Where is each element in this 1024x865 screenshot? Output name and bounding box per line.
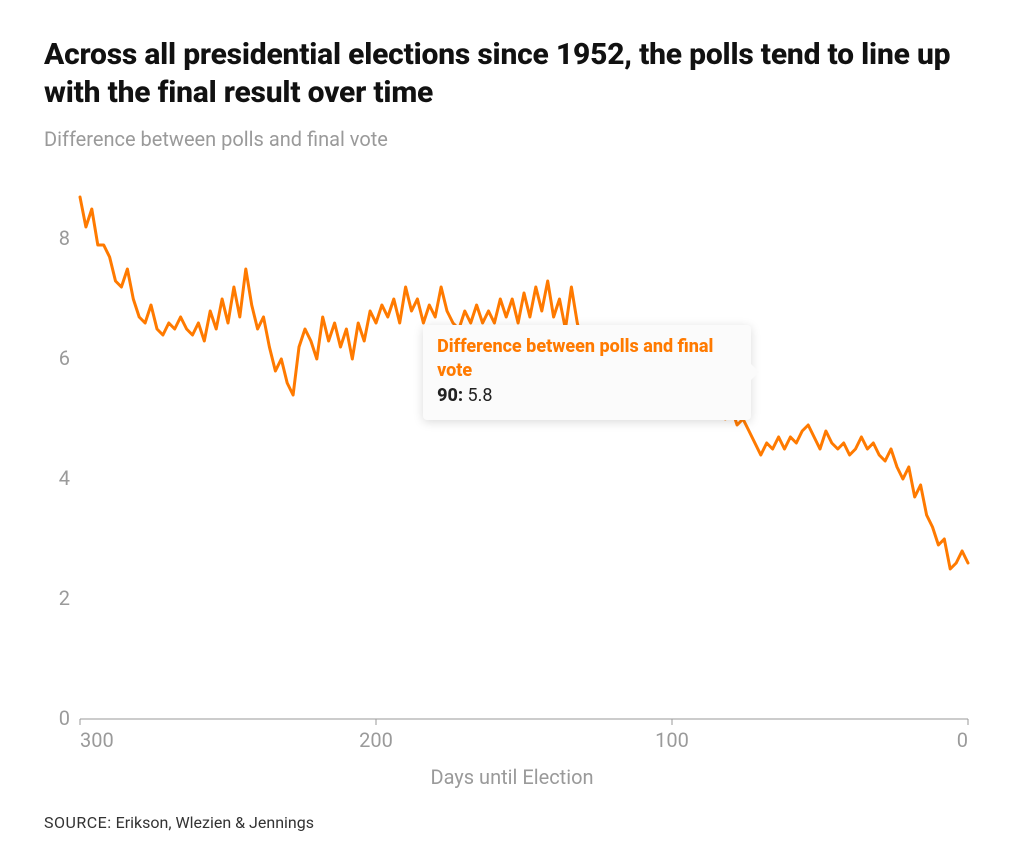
svg-text:8: 8 bbox=[59, 226, 70, 250]
chart-title: Across all presidential elections since … bbox=[44, 36, 980, 111]
chart-tooltip: Difference between polls and final vote … bbox=[423, 325, 751, 419]
source-text: Erikson, Wlezien & Jennings bbox=[116, 813, 314, 832]
tooltip-series-name: Difference between polls and final vote bbox=[437, 335, 737, 382]
svg-text:300: 300 bbox=[80, 728, 114, 752]
chart-source: SOURCE: Erikson, Wlezien & Jennings bbox=[44, 813, 980, 832]
tooltip-caret-icon bbox=[751, 364, 759, 380]
source-prefix: SOURCE: bbox=[44, 813, 112, 832]
svg-text:2: 2 bbox=[59, 586, 70, 610]
svg-text:0: 0 bbox=[59, 706, 70, 730]
svg-text:200: 200 bbox=[359, 728, 393, 752]
tooltip-x-label: 90: bbox=[437, 385, 463, 406]
svg-text:100: 100 bbox=[655, 728, 689, 752]
chart-subtitle: Difference between polls and final vote bbox=[44, 127, 980, 151]
tooltip-value: 90: 5.8 bbox=[437, 384, 737, 407]
svg-text:4: 4 bbox=[59, 466, 70, 490]
svg-text:6: 6 bbox=[59, 346, 70, 370]
svg-text:0: 0 bbox=[957, 728, 968, 752]
line-chart: 0 2 4 6 8 300 200 100 0 bbox=[44, 169, 980, 759]
tooltip-y-label: 5.8 bbox=[468, 385, 493, 406]
chart-area: 0 2 4 6 8 300 200 100 0 Difference between polls… bbox=[44, 169, 980, 759]
x-axis-label: Days until Election bbox=[44, 765, 980, 789]
